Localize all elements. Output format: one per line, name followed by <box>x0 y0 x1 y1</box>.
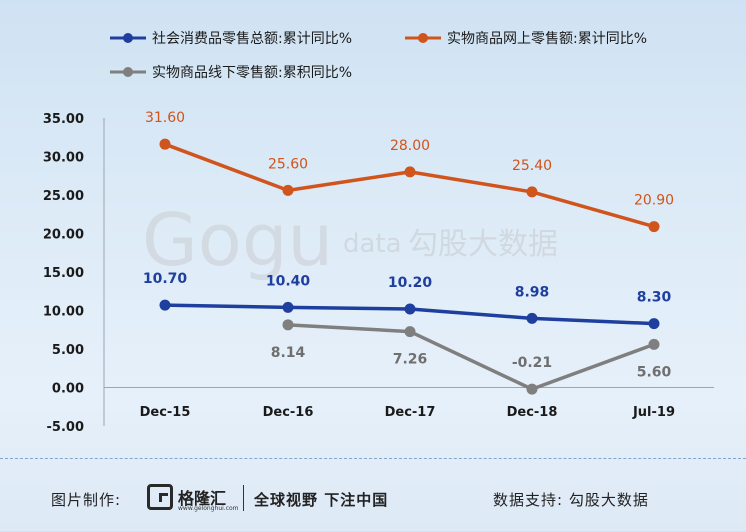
data-label: 10.20 <box>388 275 433 291</box>
data-point <box>526 186 538 198</box>
data-label: 31.60 <box>145 110 185 126</box>
legend-label: 实物商品线下零售额:累积同比% <box>152 65 352 81</box>
data-support: 数据支持: 勾股大数据 <box>493 491 649 509</box>
x-tick-label: Dec-17 <box>385 405 436 420</box>
y-tick-label: 5.00 <box>52 343 84 358</box>
gelonghui-logo-icon <box>147 484 173 510</box>
data-label: 10.70 <box>143 271 188 287</box>
data-label: 10.40 <box>266 273 311 289</box>
data-point <box>526 383 538 395</box>
legend-marker <box>418 33 428 43</box>
data-point <box>282 184 294 196</box>
watermark-suffix: data <box>343 229 402 259</box>
slogan: 全球视野 下注中国 <box>254 491 389 509</box>
legend-marker <box>123 67 133 77</box>
data-label: 20.90 <box>634 193 674 209</box>
data-label: 8.14 <box>271 345 306 361</box>
y-tick-label: 30.00 <box>43 151 84 166</box>
data-label: -0.21 <box>512 355 552 371</box>
legend-label: 实物商品网上零售额:累计同比% <box>447 31 647 47</box>
watermark-brand: Gogu <box>142 198 333 282</box>
data-point <box>648 318 660 330</box>
data-point <box>404 303 416 315</box>
y-tick-label: 0.00 <box>52 382 84 397</box>
data-label: 25.40 <box>512 158 552 174</box>
x-tick-label: Dec-18 <box>507 405 558 420</box>
data-point <box>282 319 294 331</box>
x-tick-label: Jul-19 <box>632 405 675 420</box>
data-point <box>404 326 416 338</box>
data-label: 28.00 <box>390 138 430 154</box>
legend-marker <box>123 33 133 43</box>
legend-label: 社会消费品零售总额:累计同比% <box>152 31 352 47</box>
data-point <box>282 301 294 313</box>
series-line <box>287 323 655 391</box>
watermark-name: 勾股大数据 <box>408 227 558 262</box>
data-point <box>648 221 660 233</box>
data-label: 7.26 <box>393 352 428 368</box>
x-tick-label: Dec-15 <box>140 405 191 420</box>
data-point <box>648 338 660 350</box>
logo-url: www.gelonghui.com <box>178 505 239 512</box>
data-point <box>159 138 171 150</box>
footer: 图片制作: 格隆汇 www.gelonghui.com 全球视野 下注中国 数据… <box>0 458 746 532</box>
data-label: 8.98 <box>515 284 550 300</box>
y-tick-label: 35.00 <box>43 112 84 127</box>
logo-name: 格隆汇 <box>178 489 227 508</box>
data-label: 5.60 <box>637 364 672 380</box>
data-point <box>404 166 416 178</box>
line-chart: Gogu data 勾股大数据 35.00 30.00 25.00 20.00 15.00 10… <box>43 31 714 435</box>
x-tick-label: Dec-16 <box>263 405 314 420</box>
y-tick-label: 15.00 <box>43 266 84 281</box>
data-point <box>526 312 538 324</box>
y-tick-label: -5.00 <box>47 420 84 435</box>
footer-divider <box>243 485 244 511</box>
y-tick-label: 25.00 <box>43 189 84 204</box>
y-tick-label: 10.00 <box>43 305 84 320</box>
credit-label: 图片制作: <box>51 491 122 509</box>
y-tick-label: 20.00 <box>43 228 84 243</box>
data-label: 8.30 <box>637 290 672 306</box>
data-label: 25.60 <box>268 156 308 172</box>
data-point <box>159 299 171 311</box>
